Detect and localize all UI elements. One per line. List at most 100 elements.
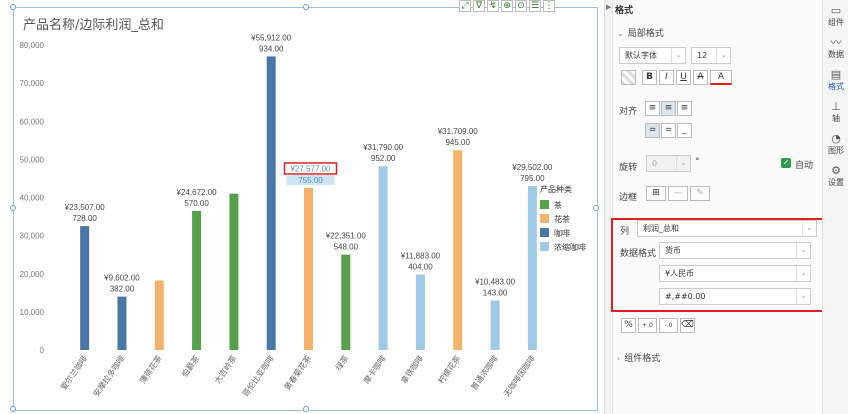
data-format-select[interactable]: 货币 ⌄ (659, 242, 811, 259)
font-family-select[interactable]: 默认字体 ⌄ (619, 47, 686, 64)
font-size-select[interactable]: 12 ⌄ (691, 47, 731, 64)
collapse-arrow-icon[interactable]: ▶ (606, 3, 612, 11)
bar[interactable] (229, 193, 239, 350)
y-tick-label: 40,000 (20, 194, 45, 203)
rotate-select[interactable]: 0 ⌄ (646, 155, 691, 172)
clear-format-icon[interactable]: ⌫ (680, 318, 695, 333)
bar[interactable] (490, 300, 500, 350)
nav-format[interactable]: ▤ 格式 (823, 68, 848, 92)
nav-label: 设置 (828, 178, 844, 187)
align-center-icon[interactable]: ≡ (661, 101, 676, 116)
number-pattern-select[interactable]: #,##0.00 ⌄ (659, 288, 811, 305)
component-icon: ▭ (830, 4, 842, 17)
data-label-top: ¥22,351.00 (325, 232, 367, 241)
resize-handle-bl[interactable] (10, 406, 16, 412)
border-style-icon[interactable]: ⊞ (646, 186, 666, 201)
auto-label: 自动 (795, 161, 814, 171)
filter-icon[interactable]: ∇ (473, 0, 485, 12)
valign-middle-icon[interactable]: = (661, 123, 676, 138)
bar[interactable] (117, 296, 127, 350)
currency-select[interactable]: ¥人民币 ⌄ (659, 265, 811, 282)
degree-symbol: ° (695, 157, 700, 167)
data-label-bottom: 404.00 (408, 263, 433, 272)
nav-label: 格式 (828, 82, 844, 91)
nav-settings[interactable]: ⚙ 设置 (823, 164, 848, 188)
chevron-right-icon: › (617, 354, 621, 363)
resize-handle-bm[interactable] (303, 406, 309, 412)
resize-handle-tm[interactable] (303, 4, 309, 10)
panel-title: 格式 (615, 6, 634, 16)
bar[interactable] (266, 56, 276, 350)
bar[interactable] (415, 274, 425, 350)
resize-handle-ml[interactable] (10, 205, 16, 211)
data-label-bottom: 728.00 (72, 214, 97, 223)
bar[interactable] (527, 186, 537, 350)
chevron-down-icon: ⌄ (617, 29, 624, 38)
font-color-button[interactable]: A (710, 70, 732, 85)
bar[interactable] (341, 254, 351, 350)
valign-bottom-icon[interactable]: _ (677, 123, 692, 138)
bar[interactable] (154, 280, 164, 350)
data-label-bottom: 952.00 (371, 154, 396, 163)
local-format-section[interactable]: ⌄ 局部格式 (617, 26, 664, 39)
nav-data[interactable]: 〰 数据 (823, 36, 848, 60)
format-properties-panel: 格式 ⌄ 局部格式 默认字体 ⌄ 12 ⌄ B I U A A 对齐 ≡ ≡ ≡ … (612, 0, 822, 414)
zoom-icon[interactable]: ⊕ (501, 0, 513, 12)
legend-swatch[interactable] (540, 228, 549, 237)
legend-swatch[interactable] (540, 214, 549, 223)
fullscreen-icon[interactable]: ⤢ (459, 0, 471, 12)
chevron-down-icon: ⌄ (796, 243, 810, 258)
component-format-section[interactable]: › 组件格式 (617, 351, 660, 364)
nav-label: 轴 (832, 114, 840, 123)
data-label-bottom: 143.00 (483, 288, 508, 297)
strikethrough-button[interactable]: A (693, 70, 708, 85)
list-icon[interactable]: ☰ (529, 0, 541, 12)
resize-handle-mr[interactable] (593, 205, 599, 211)
bar[interactable] (304, 187, 313, 350)
x-tick-label: 拿铁咖啡 (399, 353, 426, 385)
format-icon: ▤ (830, 68, 842, 81)
legend-swatch[interactable] (540, 242, 549, 251)
auto-checkbox[interactable]: ✓ (781, 158, 791, 168)
bold-button[interactable]: B (642, 70, 657, 85)
panel-collapse-bar[interactable]: ▶ (604, 0, 612, 414)
italic-button[interactable]: I (659, 70, 674, 85)
underline-button[interactable]: U (676, 70, 691, 85)
align-right-icon[interactable]: ≡ (677, 101, 692, 116)
drill-icon[interactable]: ↯ (487, 0, 499, 12)
legend-label: 咖啡 (554, 228, 570, 238)
side-nav: ▭ 组件 〰 数据 ▤ 格式 ⊥ 轴 ◔ 图形 ⚙ 设置 (822, 0, 848, 414)
align-left-icon[interactable]: ≡ (645, 101, 660, 116)
y-tick-label: 80,000 (20, 41, 45, 50)
highlight-label-bg (286, 174, 335, 185)
data-label-bottom: 570.00 (184, 199, 209, 208)
increase-decimal-button[interactable]: +.0 (638, 318, 657, 333)
more-icon[interactable]: ⋮ (543, 0, 555, 12)
border-line-icon[interactable]: ― (668, 186, 688, 201)
bar[interactable] (378, 166, 388, 350)
bar[interactable] (192, 210, 202, 350)
nav-component[interactable]: ▭ 组件 (823, 4, 848, 28)
nav-axis[interactable]: ⊥ 轴 (823, 100, 848, 124)
bar[interactable] (453, 150, 463, 350)
border-color-icon[interactable]: ✎ (690, 186, 710, 201)
select-icon[interactable]: ⊙ (515, 0, 527, 12)
chevron-down-icon: ⌄ (796, 289, 810, 304)
chart-title: 产品名称/边际利润_总和 (23, 18, 164, 33)
legend-swatch[interactable] (540, 200, 549, 209)
fill-color-button[interactable] (621, 70, 636, 85)
data-label-bottom: 945.00 (445, 138, 470, 147)
decrease-decimal-button[interactable]: -.0 (659, 318, 678, 333)
nav-graphic[interactable]: ◔ 图形 (823, 132, 848, 156)
valign-top-icon[interactable]: = (645, 123, 660, 138)
chart-selection-frame[interactable] (10, 4, 599, 412)
data-label-top: ¥31,790.00 (362, 143, 404, 152)
graphic-icon: ◔ (831, 132, 841, 145)
x-tick-label: 薄荷花茶 (137, 353, 164, 385)
y-tick-label: 60,000 (20, 117, 45, 126)
resize-handle-tl[interactable] (10, 4, 16, 10)
data-label-bottom: 382.00 (110, 285, 135, 294)
column-select[interactable]: 利润_总和 ⌄ (637, 220, 817, 237)
bar[interactable] (80, 226, 90, 350)
percent-button[interactable]: % (621, 318, 636, 333)
